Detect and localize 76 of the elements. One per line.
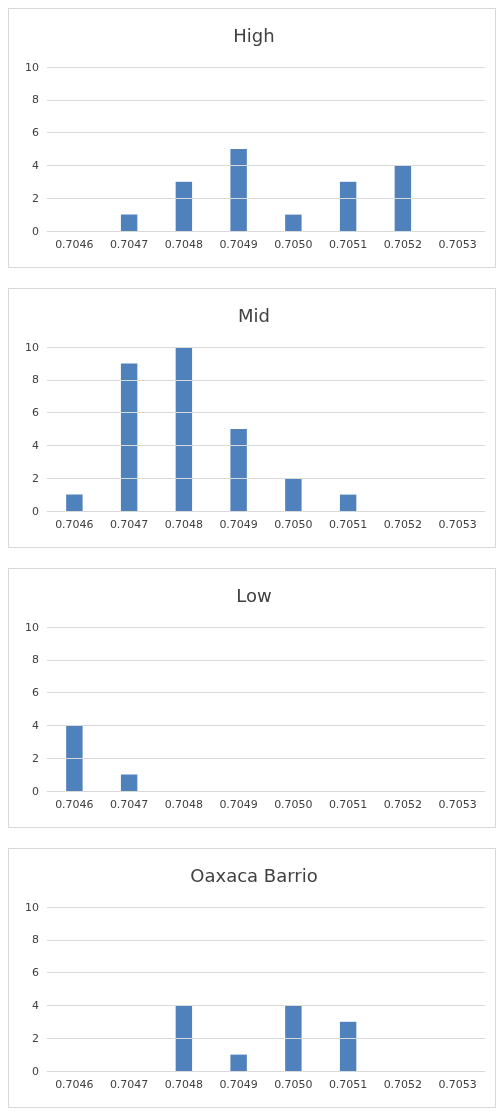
x-tick-label: 0.7049 — [219, 238, 258, 251]
y-tick-label: 2 — [32, 751, 39, 765]
x-tick-label: 0.7053 — [438, 238, 477, 251]
bar — [175, 1005, 193, 1071]
bar — [230, 1054, 247, 1071]
bar — [230, 149, 247, 231]
y-tick-label: 10 — [25, 60, 39, 74]
y-tick-label: 10 — [25, 900, 39, 914]
y-tick-label: 10 — [25, 620, 39, 634]
chart-title: Low — [236, 584, 272, 606]
x-tick-label: 0.7047 — [109, 1078, 149, 1091]
y-tick-label: 2 — [32, 191, 39, 205]
x-tick-label: 0.7053 — [438, 1078, 477, 1091]
x-tick-label: 0.7050 — [274, 518, 313, 531]
y-tick-label: 0 — [32, 784, 39, 798]
bar — [175, 347, 193, 511]
bar — [120, 214, 138, 231]
y-tick-label: 4 — [32, 438, 39, 452]
x-tick-label: 0.7052 — [383, 1078, 423, 1091]
x-tick-label: 0.7047 — [109, 798, 149, 811]
y-tick-label: 0 — [32, 1064, 39, 1078]
x-tick-label: 0.7050 — [274, 1078, 313, 1091]
chart-title: Oaxaca Barrio — [190, 864, 318, 886]
bar — [120, 363, 138, 511]
y-tick-label: 0 — [32, 224, 39, 238]
x-tick-label: 0.7053 — [438, 518, 477, 531]
y-tick-label: 8 — [32, 93, 39, 107]
bar — [339, 1021, 357, 1071]
x-tick-label: 0.7049 — [219, 798, 258, 811]
x-tick-label: 0.7046 — [55, 518, 94, 531]
chart-title: Mid — [238, 304, 270, 326]
y-tick-label: 6 — [32, 686, 39, 700]
chart-title: High — [233, 24, 275, 46]
bar — [339, 181, 357, 231]
y-tick-label: 8 — [32, 653, 39, 667]
x-tick-label: 0.7047 — [109, 238, 149, 251]
x-tick-label: 0.7051 — [328, 238, 368, 251]
y-tick-label: 6 — [32, 126, 39, 140]
y-tick-label: 0 — [32, 504, 39, 518]
bar — [175, 181, 193, 231]
bar — [339, 494, 357, 511]
y-tick-label: 2 — [32, 471, 39, 485]
y-tick-label: 4 — [32, 998, 39, 1012]
x-tick-label: 0.7048 — [164, 1078, 204, 1091]
x-tick-label: 0.7046 — [55, 238, 94, 251]
x-tick-label: 0.7048 — [164, 798, 204, 811]
x-tick-label: 0.7051 — [328, 1078, 368, 1091]
bar — [394, 165, 412, 231]
x-tick-label: 0.7052 — [383, 238, 423, 251]
x-tick-label: 0.7046 — [55, 798, 94, 811]
x-tick-label: 0.7048 — [164, 238, 204, 251]
x-tick-label: 0.7046 — [55, 1078, 94, 1091]
x-tick-label: 0.7052 — [383, 518, 423, 531]
x-tick-label: 0.7048 — [164, 518, 204, 531]
bar — [285, 1005, 302, 1071]
x-tick-label: 0.7050 — [274, 238, 313, 251]
bar — [230, 429, 247, 511]
y-tick-label: 8 — [32, 933, 39, 947]
x-tick-label: 0.7053 — [438, 798, 477, 811]
x-tick-label: 0.7051 — [328, 798, 368, 811]
y-tick-label: 6 — [32, 406, 39, 420]
y-tick-label: 8 — [32, 373, 39, 387]
y-tick-label: 10 — [25, 340, 39, 354]
y-tick-label: 6 — [32, 966, 39, 980]
y-tick-label: 4 — [32, 718, 39, 732]
y-tick-label: 4 — [32, 158, 39, 172]
x-tick-label: 0.7052 — [383, 798, 423, 811]
bar — [285, 214, 302, 231]
x-tick-label: 0.7047 — [109, 518, 149, 531]
x-tick-label: 0.7049 — [219, 518, 258, 531]
x-tick-label: 0.7049 — [219, 1078, 258, 1091]
x-tick-label: 0.7050 — [274, 798, 313, 811]
bar — [285, 478, 302, 511]
bar — [66, 494, 83, 511]
y-tick-label: 2 — [32, 1031, 39, 1045]
x-tick-label: 0.7051 — [328, 518, 368, 531]
